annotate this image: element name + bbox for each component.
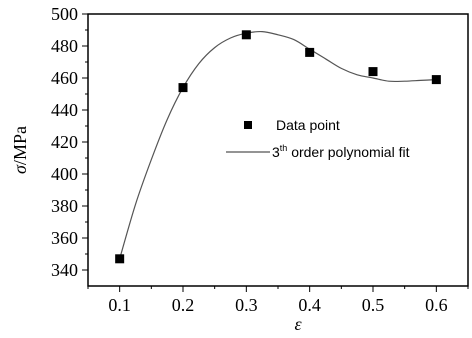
- x-tick-label: 0.2: [172, 295, 195, 315]
- y-tick-label: 340: [51, 260, 78, 280]
- x-tick-label: 0.1: [108, 295, 131, 315]
- data-point: [115, 254, 125, 264]
- y-axis-unit: /MPa: [10, 126, 30, 165]
- y-tick-label: 500: [51, 4, 78, 24]
- y-tick-label: 380: [51, 196, 78, 216]
- y-tick-label: 420: [51, 132, 78, 152]
- data-point: [241, 30, 251, 40]
- x-tick-label: 0.3: [235, 295, 258, 315]
- y-tick-label: 460: [51, 68, 78, 88]
- y-tick-label: 480: [51, 36, 78, 56]
- data-point: [431, 75, 441, 85]
- y-axis-title: σ/MPa: [10, 126, 30, 174]
- x-axis-title: ε: [294, 314, 302, 334]
- x-tick-label: 0.4: [298, 295, 321, 315]
- y-axis-symbol: σ: [10, 164, 30, 174]
- legend-fit-superscript: th: [280, 143, 288, 153]
- polynomial-fit-line: [119, 30, 437, 259]
- data-point: [368, 67, 378, 77]
- data-point: [305, 47, 315, 57]
- y-tick-label: 400: [51, 164, 78, 184]
- x-tick-label: 0.6: [425, 295, 448, 315]
- y-tick-label: 360: [51, 228, 78, 248]
- x-tick-label: 0.5: [362, 295, 385, 315]
- y-tick-label: 440: [51, 100, 78, 120]
- data-point: [178, 83, 188, 93]
- legend-fit-label: 3th order polynomial fit: [272, 143, 410, 160]
- legend-data-point-marker: [244, 121, 252, 129]
- legend-data-point-label: Data point: [276, 117, 340, 133]
- legend-fit-suffix: order polynomial fit: [287, 144, 409, 160]
- legend-fit-prefix: 3: [272, 144, 280, 160]
